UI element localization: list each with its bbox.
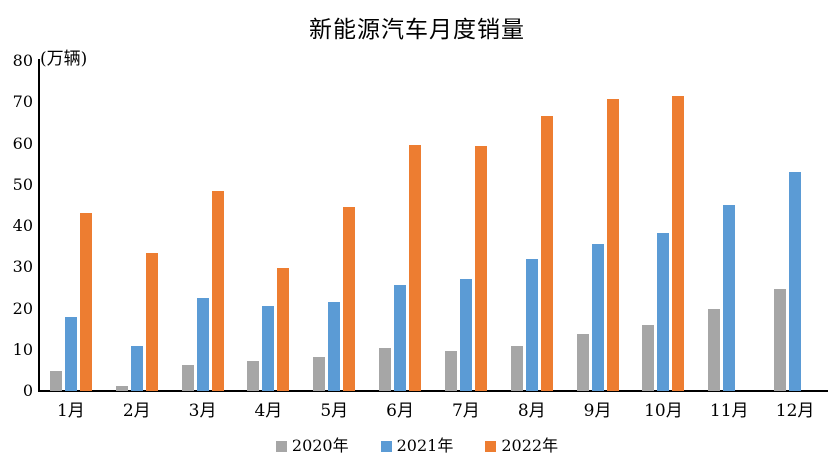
y-axis-unit-label: (万辆) (40, 49, 88, 69)
bar (708, 308, 721, 391)
x-tick-label: 7月 (451, 401, 480, 421)
y-tick-label: 60 (12, 133, 33, 153)
bar (774, 288, 787, 391)
bar (379, 348, 392, 391)
bar (211, 191, 224, 391)
bar (657, 233, 670, 391)
x-tick-label: 12月 (775, 401, 815, 421)
y-tick-label: 40 (12, 216, 33, 235)
bar (606, 98, 619, 391)
bar (789, 171, 802, 391)
bar (510, 346, 523, 391)
bar (444, 350, 457, 391)
y-tick-label: 20 (12, 298, 33, 318)
legend-item: 2020年 (275, 436, 349, 455)
bar (459, 279, 472, 391)
bar (130, 345, 143, 391)
bar (145, 253, 158, 391)
y-tick-label: 10 (12, 339, 33, 359)
bar (328, 301, 341, 391)
x-axis-line (38, 390, 828, 392)
bar (49, 371, 62, 391)
chart-title: 新能源汽车月度销量 (309, 17, 525, 43)
x-tick-label: 6月 (386, 401, 414, 421)
bar (723, 205, 736, 391)
x-tick-label: 5月 (320, 401, 349, 421)
bar (115, 385, 128, 391)
bar (247, 361, 260, 391)
bar (79, 213, 92, 391)
bar (394, 285, 407, 391)
bar (313, 357, 326, 391)
bar (343, 206, 356, 391)
x-tick-label: 8月 (517, 401, 546, 421)
legend-label: 2021年 (396, 436, 454, 455)
bar (576, 334, 589, 391)
legend-item: 2021年 (380, 436, 454, 455)
x-tick-label: 2月 (122, 401, 151, 421)
x-tick-label: 9月 (583, 401, 612, 421)
legend-label: 2020年 (291, 436, 349, 455)
bar (409, 145, 422, 391)
legend-label: 2022年 (501, 436, 559, 455)
legend-swatch-icon (275, 440, 287, 452)
y-tick-label: 80 (12, 51, 33, 70)
x-tick-label: 3月 (188, 401, 217, 421)
bar (591, 243, 604, 391)
y-tick-label: 30 (12, 257, 33, 277)
bar (672, 96, 685, 391)
bar (540, 116, 553, 391)
bar (181, 365, 194, 391)
x-tick-label: 10月 (644, 401, 683, 421)
legend-swatch-icon (485, 440, 497, 452)
bar (64, 317, 77, 391)
y-axis-line (38, 59, 40, 392)
y-tick-label: 50 (12, 174, 33, 194)
x-tick-label: 4月 (254, 401, 283, 421)
bar (196, 297, 209, 391)
bar (525, 258, 538, 391)
bar (277, 267, 290, 391)
y-tick-label: 0 (22, 381, 33, 400)
bar (474, 146, 487, 391)
x-tick-label: 11月 (709, 401, 749, 421)
y-tick-label: 70 (12, 92, 33, 112)
legend-item: 2022年 (485, 438, 558, 454)
bar (262, 306, 275, 391)
bar (642, 325, 655, 391)
legend: 2020年 2021年 2022年 (0, 438, 834, 454)
x-tick-label: 1月 (56, 401, 85, 421)
legend-swatch-icon (380, 440, 392, 452)
